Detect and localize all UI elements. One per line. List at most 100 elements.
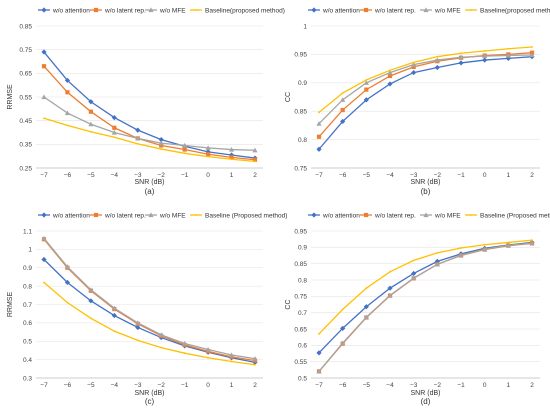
- chart-panel-c: 0.3 0.4 0.5 0.6 0.7 0.8 0.9 1 1.1 −7 −6 −5 −4 −3 −2 −1 0…: [7, 212, 287, 406]
- series-line: [43, 237, 256, 360]
- series-wo_latent: [41, 64, 258, 162]
- legend-marker: [93, 212, 99, 218]
- legend-marker: [195, 9, 197, 11]
- data-point: [434, 57, 440, 63]
- data-point: [387, 81, 393, 87]
- legend-marker: [470, 9, 472, 11]
- data-point: [340, 107, 345, 113]
- data-point: [252, 147, 258, 153]
- data-point: [389, 69, 391, 72]
- legend-label: w/o attention: [52, 7, 90, 14]
- data-point: [387, 292, 393, 298]
- data-point: [230, 360, 233, 363]
- x-tick-label: −2: [158, 172, 166, 179]
- data-point: [64, 110, 71, 116]
- data-point: [436, 55, 439, 58]
- data-point: [41, 64, 47, 69]
- x-tick-label: 2: [530, 172, 534, 179]
- data-point: [507, 241, 510, 244]
- x-tick-label: 0: [483, 172, 487, 179]
- data-point: [64, 264, 71, 269]
- series-line: [43, 238, 256, 362]
- x-tick-label: 1: [507, 382, 511, 389]
- x-tick-label: −5: [363, 382, 371, 389]
- data-point: [66, 301, 69, 304]
- legend-label: w/o MFE: [434, 7, 461, 14]
- data-point: [252, 157, 258, 162]
- x-tick-label: −2: [434, 172, 442, 179]
- series-line: [318, 239, 533, 335]
- y-tick-label: 0.95: [294, 228, 307, 235]
- data-point: [228, 352, 235, 358]
- chart-panel-a: 0.25 0.35 0.45 0.55 0.65 0.75 0.85 −7 −6 −5 −4 −3 −2…: [7, 7, 285, 196]
- legend-label: Baseline(proposed method): [205, 7, 285, 14]
- x-tick-label: −3: [134, 382, 142, 389]
- y-tick-label: 0.6: [298, 343, 307, 350]
- y-tick-label: 0.55: [294, 359, 307, 366]
- x-tick-label: −5: [87, 382, 95, 389]
- series-line: [318, 46, 533, 113]
- data-point: [363, 97, 369, 103]
- x-tick-label: −3: [134, 172, 142, 179]
- x-tick-label: −6: [64, 382, 72, 389]
- data-point: [111, 114, 117, 121]
- data-point: [160, 346, 163, 349]
- data-point: [365, 287, 368, 290]
- legend-marker: [195, 214, 197, 216]
- data-point: [458, 252, 464, 258]
- data-point: [112, 125, 117, 130]
- legend-marker: [93, 7, 99, 13]
- panel-caption: (a): [145, 187, 155, 196]
- data-point: [529, 240, 535, 246]
- series-line: [318, 242, 533, 372]
- x-axis-label: SNR (dB): [135, 179, 165, 186]
- series-wo_latent: [316, 241, 535, 374]
- data-point: [65, 90, 70, 95]
- legend-marker: [363, 7, 369, 13]
- data-point: [64, 77, 71, 84]
- data-point: [411, 275, 417, 281]
- y-tick-label: 0.5: [298, 375, 307, 382]
- x-tick-label: −7: [315, 172, 323, 179]
- y-tick-label: 0.55: [19, 94, 32, 101]
- data-point: [316, 146, 322, 152]
- data-point: [363, 80, 369, 85]
- series-line: [43, 117, 256, 163]
- data-point: [316, 134, 322, 139]
- data-point: [88, 298, 94, 304]
- y-tick-label: 0.85: [294, 261, 307, 268]
- data-point: [111, 312, 117, 319]
- data-point: [88, 99, 94, 105]
- legend-marker: [41, 7, 47, 13]
- y-tick-label: 1: [28, 247, 32, 254]
- x-tick-label: −3: [410, 382, 418, 389]
- series-baseline: [43, 281, 256, 366]
- y-tick-label: 0.95: [294, 52, 307, 59]
- y-tick-label: 0.8: [23, 283, 32, 290]
- x-axis-label: SNR (dB): [411, 179, 441, 186]
- legend-label: w/o MFE: [159, 7, 186, 14]
- legend-marker: [363, 212, 369, 218]
- y-tick-label: 0.4: [23, 357, 32, 364]
- data-point: [158, 137, 164, 143]
- data-point: [41, 256, 47, 263]
- legend-marker: [148, 212, 154, 218]
- data-point: [207, 356, 210, 359]
- legend-marker: [41, 212, 47, 218]
- data-point: [507, 47, 510, 50]
- data-point: [318, 333, 320, 335]
- data-point: [43, 281, 45, 284]
- x-tick-label: −1: [181, 172, 189, 179]
- data-point: [182, 142, 188, 148]
- series-baseline: [43, 117, 256, 163]
- x-tick-label: −4: [111, 172, 119, 179]
- data-point: [88, 287, 94, 292]
- data-point: [411, 62, 417, 67]
- legend-label: w/o latent rep.: [374, 7, 416, 14]
- data-point: [387, 69, 393, 75]
- y-tick-label: 0.25: [19, 165, 32, 172]
- x-tick-label: −2: [158, 382, 166, 389]
- legend-marker: [148, 7, 154, 13]
- legend-marker: [311, 7, 317, 13]
- series-line: [43, 281, 256, 366]
